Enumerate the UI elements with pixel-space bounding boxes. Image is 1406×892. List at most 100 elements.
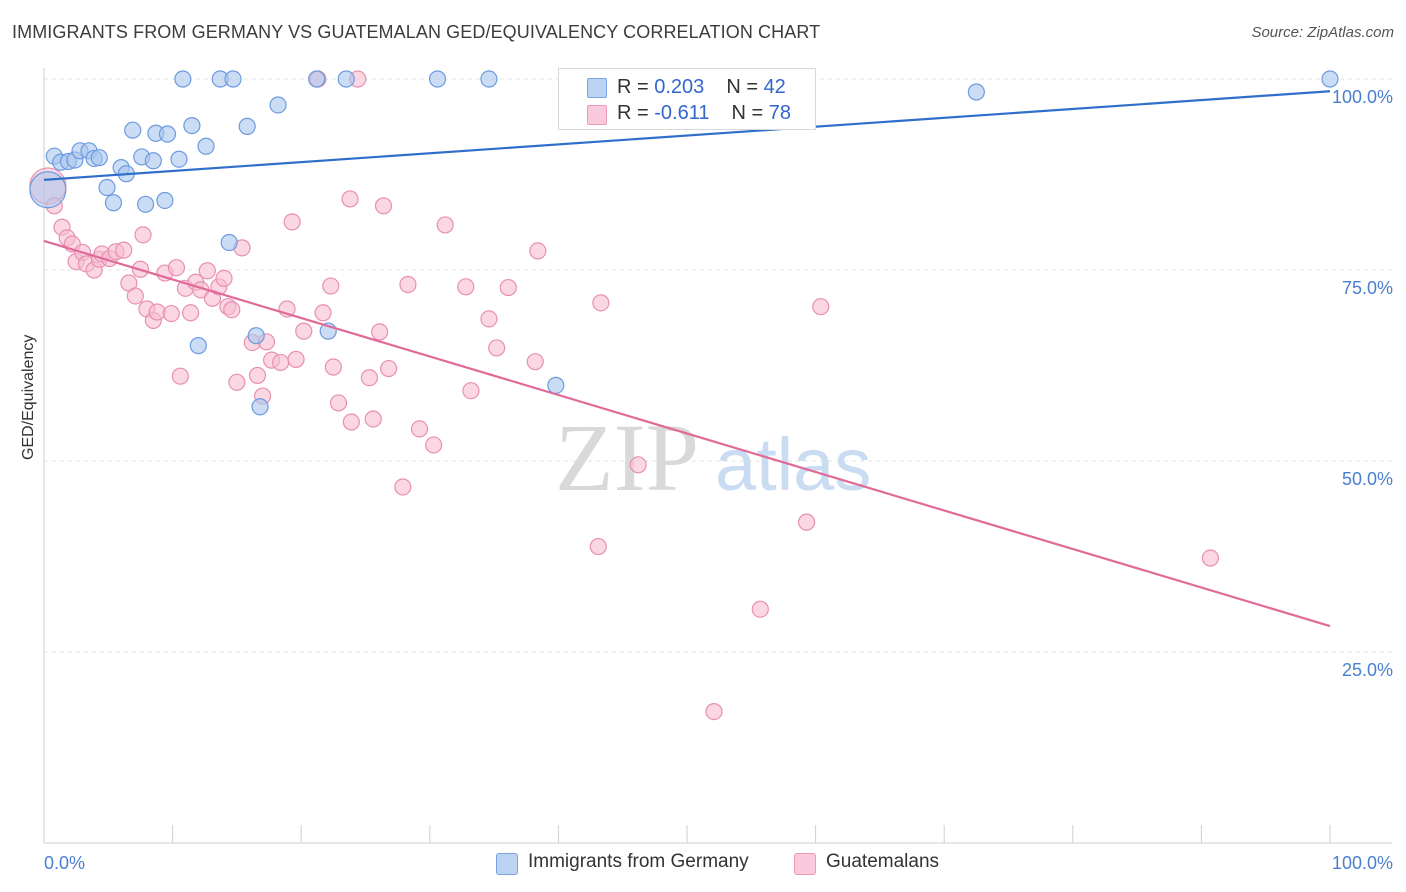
guatemalans-point	[295, 322, 313, 340]
guatemalans-point	[394, 478, 412, 496]
legend-swatch-pink	[587, 105, 607, 125]
guatemalans-point	[287, 350, 305, 368]
guatemalans-point	[380, 359, 398, 378]
guatemalans-point	[171, 367, 189, 385]
x-tick-label-min: 0.0%	[44, 853, 85, 873]
guatemalans-point	[283, 213, 301, 231]
r-label-2: R =	[617, 102, 655, 124]
guatemalans-point	[126, 287, 144, 305]
guatemalans-point	[272, 353, 290, 372]
legend-row-germany: R = 0.203 N = 42	[617, 76, 786, 99]
guatemalans-point	[314, 304, 332, 322]
germany-point	[1321, 70, 1339, 88]
guatemalans-point	[162, 304, 180, 323]
guatemalans-point	[360, 369, 378, 387]
germany-point	[156, 191, 174, 210]
n-value-1: 42	[763, 76, 786, 98]
guatemalans-trendline	[43, 239, 1331, 628]
guatemalans-point	[480, 310, 498, 328]
guatemalans-point	[223, 301, 241, 319]
axis-layer	[43, 68, 1392, 844]
guatemalans-point	[215, 269, 233, 288]
guatemalans-point	[812, 298, 830, 316]
guatemalans-point	[324, 358, 342, 376]
germany-point	[158, 125, 177, 143]
y-tick-label: 25.0%	[1342, 660, 1393, 680]
guatemalans-point	[182, 304, 200, 322]
guatemalans-point	[198, 262, 216, 280]
r-value-2: -0.611	[654, 102, 710, 124]
guatemalans-point	[629, 456, 647, 474]
guatemalans-point	[462, 382, 480, 400]
guatemalans-point	[248, 366, 267, 385]
r-value-1: 0.203	[654, 76, 705, 98]
guatemalans-point	[134, 226, 152, 244]
r-label-1: R =	[617, 76, 655, 98]
guatemalans-point	[705, 702, 723, 721]
guatemalans-point	[364, 410, 382, 428]
y-axis-label: GED/Equivalency	[20, 334, 37, 460]
guatemalans-point	[329, 394, 348, 412]
guatemalans-point	[529, 242, 547, 260]
germany-point	[98, 178, 116, 197]
germany-point	[90, 149, 108, 167]
tick-labels: 25.0% 50.0% 75.0% 100.0% 0.0% 100.0%	[44, 87, 1393, 873]
source-label: Source: ZipAtlas.com	[1251, 24, 1394, 41]
points-layer	[29, 70, 1339, 721]
guatemalans-point	[167, 259, 186, 277]
germany-point	[247, 327, 265, 345]
germany-point	[183, 117, 201, 135]
guatemalans-point	[322, 277, 340, 295]
n-label-1: N =	[726, 76, 764, 98]
watermark: ZIP atlas	[555, 404, 871, 511]
germany-point	[144, 152, 162, 170]
germany-point	[269, 96, 287, 114]
germany-point	[170, 150, 188, 168]
guatemalans-point	[374, 197, 393, 215]
germany-point	[189, 337, 207, 355]
germany-trendline	[43, 90, 1331, 181]
guatemalans-point	[751, 600, 769, 618]
guatemalans-point	[499, 278, 517, 297]
legend-label-germany: Immigrants from Germany	[528, 851, 749, 872]
correlation-legend: R = 0.203 N = 42 R = -0.611 N = 78	[558, 68, 816, 130]
guatemalans-point	[797, 513, 816, 531]
germany-point	[967, 83, 985, 101]
y-tick-label: 100.0%	[1332, 87, 1393, 107]
n-value-2: 78	[768, 102, 791, 124]
y-tick-label: 75.0%	[1342, 278, 1393, 298]
guatemalans-point	[399, 275, 417, 294]
n-label-2: N =	[731, 102, 769, 124]
germany-point	[251, 398, 269, 416]
germany-point	[337, 70, 355, 88]
guatemalans-point	[228, 373, 246, 391]
germany-point	[224, 70, 242, 88]
germany-point	[428, 70, 447, 88]
germany-point	[238, 117, 256, 135]
guatemalans-point	[436, 216, 454, 234]
germany-point	[220, 233, 238, 252]
guatemalans-point	[457, 278, 475, 296]
legend-label-guatemalans: Guatemalans	[826, 851, 940, 872]
legend-swatch-germany	[496, 853, 518, 875]
trend-layer	[43, 90, 1331, 628]
guatemalans-point	[115, 241, 133, 259]
guatemalans-point	[148, 303, 166, 321]
chart-title: IMMIGRANTS FROM GERMANY VS GUATEMALAN GE…	[12, 22, 821, 42]
germany-point	[174, 70, 192, 88]
grid-layer	[44, 78, 1392, 653]
legend-row-guatemalans: R = -0.611 N = 78	[617, 102, 791, 125]
series-legend: Immigrants from Germany Guatemalans	[0, 851, 1406, 879]
watermark-zip: ZIP	[555, 404, 699, 511]
guatemalans-point	[425, 436, 443, 454]
germany-point	[547, 376, 565, 394]
guatemalans-point	[341, 190, 359, 208]
germany-point	[136, 195, 155, 213]
germany-point	[124, 121, 142, 139]
guatemalans-point	[342, 413, 360, 431]
guatemalans-point	[1201, 549, 1220, 567]
guatemalans-point	[526, 353, 544, 371]
legend-swatch-guatemalans	[794, 853, 816, 875]
germany-point	[480, 70, 498, 88]
guatemalans-point	[589, 537, 607, 556]
